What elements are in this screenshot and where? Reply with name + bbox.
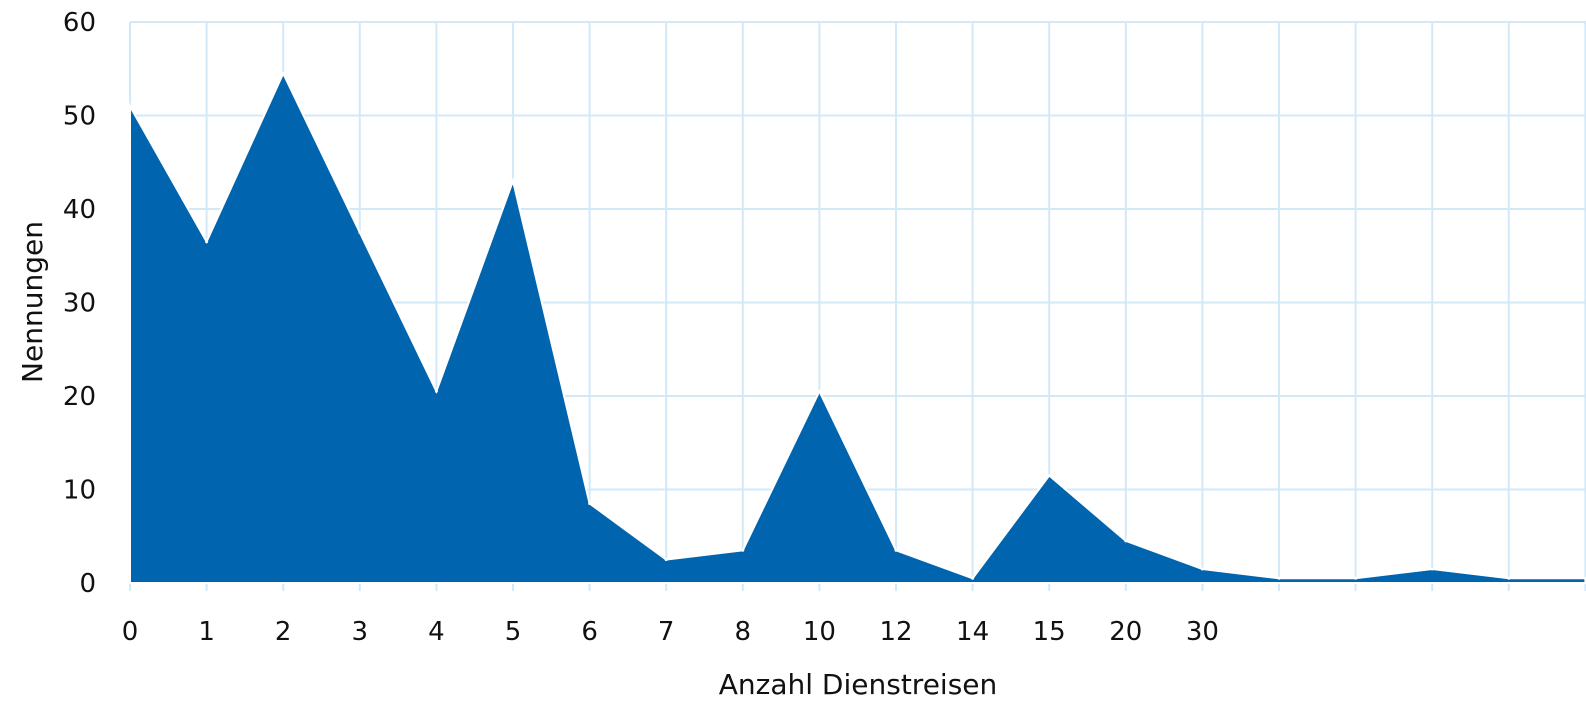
x-tick-label: 8 xyxy=(735,617,752,647)
data-point xyxy=(1200,567,1204,571)
y-tick-label: 0 xyxy=(79,569,96,599)
area-series xyxy=(129,71,1586,584)
y-tick-labels: 0 10 20 30 40 50 60 xyxy=(63,8,96,599)
x-tick-label: 0 xyxy=(122,617,139,647)
x-tick-label: 7 xyxy=(658,617,675,647)
data-point xyxy=(358,230,362,234)
x-tick-label: 14 xyxy=(956,617,989,647)
x-tick-label: 5 xyxy=(505,617,522,647)
data-point xyxy=(205,240,209,244)
x-tick-label: 30 xyxy=(1186,617,1219,647)
data-point xyxy=(971,576,975,580)
data-point xyxy=(1354,576,1358,580)
data-point xyxy=(1507,576,1511,580)
x-tick-label: 3 xyxy=(352,617,369,647)
x-tick-label: 2 xyxy=(275,617,292,647)
data-point xyxy=(281,71,285,75)
data-point xyxy=(894,548,898,552)
x-tick-label: 15 xyxy=(1033,617,1066,647)
data-point xyxy=(1277,576,1281,580)
plot-area xyxy=(128,71,1586,584)
data-point xyxy=(1047,474,1051,477)
x-tick-label: 12 xyxy=(879,617,912,647)
data-point xyxy=(1430,567,1434,571)
y-tick-label: 50 xyxy=(63,102,96,132)
data-point xyxy=(664,558,668,562)
x-tick-label: 1 xyxy=(198,617,215,647)
data-point xyxy=(511,179,515,183)
data-point xyxy=(817,389,821,393)
data-point xyxy=(434,389,438,393)
x-tick-label: 4 xyxy=(428,617,445,647)
y-tick-label: 20 xyxy=(63,382,96,412)
y-axis-title: Nennungen xyxy=(16,221,49,383)
x-tick-label: 20 xyxy=(1109,617,1142,647)
data-point xyxy=(741,548,745,552)
data-point xyxy=(588,502,592,505)
x-tick-label: 6 xyxy=(581,617,598,647)
x-axis-title: Anzahl Dienstreisen xyxy=(719,668,998,701)
y-tick-label: 60 xyxy=(63,8,96,38)
x-tick-label: 10 xyxy=(803,617,836,647)
y-tick-label: 40 xyxy=(63,195,96,225)
x-tick-labels: 0 1 2 3 4 5 6 7 8 10 12 14 15 20 30 xyxy=(122,617,1219,647)
data-point xyxy=(128,104,132,108)
y-tick-label: 30 xyxy=(63,289,96,319)
data-point xyxy=(1583,576,1586,580)
y-tick-label: 10 xyxy=(63,476,96,506)
data-point xyxy=(1124,539,1128,543)
